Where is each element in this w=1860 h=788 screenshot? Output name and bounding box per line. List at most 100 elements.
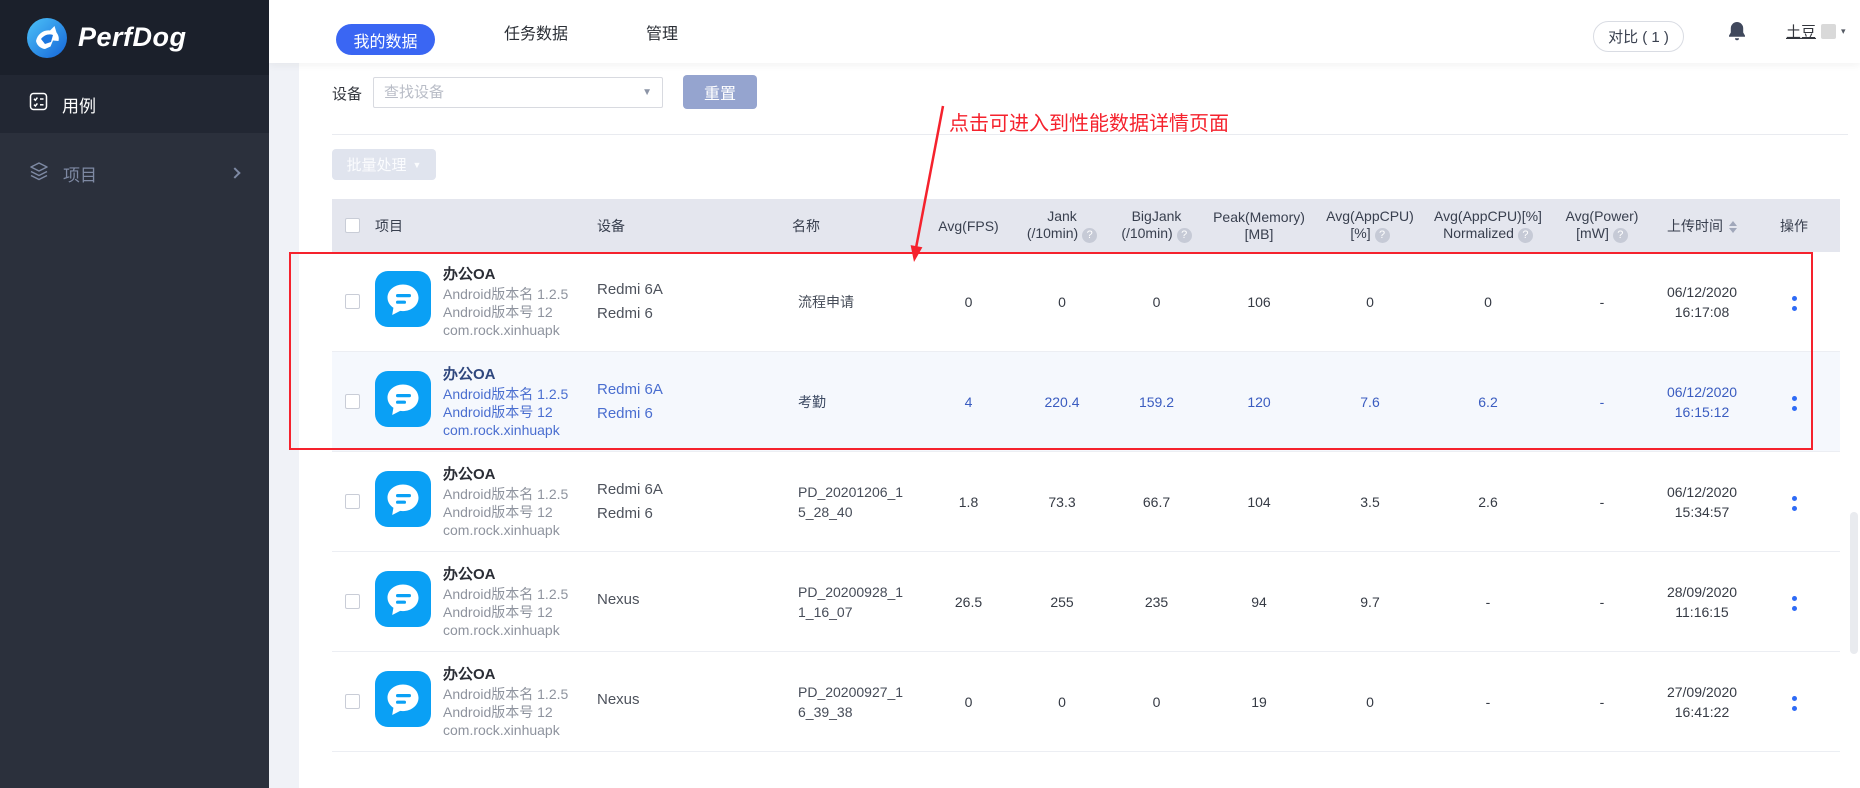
avg-appcpu-value: 3.5	[1360, 493, 1380, 510]
table-row[interactable]: 办公OA Android版本名 1.2.5 Android版本号 12 com.…	[332, 352, 1840, 452]
upload-clock: 16:15:12	[1674, 403, 1730, 420]
avg-fps-value: 0	[964, 293, 973, 310]
avg-appcpu-normalized-value: -	[1485, 593, 1491, 610]
device-select-input[interactable]	[384, 84, 643, 101]
row-checkbox[interactable]	[344, 694, 360, 709]
reset-button[interactable]: 重置	[683, 75, 757, 109]
device-model: Nexus	[597, 590, 640, 608]
case-name: PD_20200927_16_39_38	[798, 683, 904, 720]
help-icon[interactable]: ?	[1374, 228, 1390, 243]
bigjank-value: 66.7	[1142, 493, 1171, 510]
help-icon[interactable]: ?	[1082, 228, 1098, 243]
jank-value: 73.3	[1048, 493, 1076, 510]
project-version-name: Android版本名 1.2.5	[443, 385, 569, 402]
project-package: com.rock.xinhuapk	[443, 421, 560, 438]
table-row[interactable]: 办公OA Android版本名 1.2.5 Android版本号 12 com.…	[332, 452, 1840, 552]
device-model: Redmi 6A	[597, 480, 663, 498]
sidebar-item-projects[interactable]: 项目	[0, 148, 269, 198]
row-checkbox[interactable]	[344, 294, 360, 309]
avg-power-value: -	[1599, 293, 1605, 310]
sort-icon[interactable]	[1729, 220, 1737, 233]
table-header-row: 项目 设备 名称 Avg(FPS) Jank (/10min)? BigJank…	[332, 199, 1840, 252]
row-actions-button[interactable]	[1788, 592, 1801, 615]
row-actions-button[interactable]	[1788, 492, 1801, 515]
app-icon	[375, 371, 431, 432]
help-icon[interactable]: ?	[1612, 228, 1628, 243]
avg-appcpu-value: 0	[1366, 293, 1374, 310]
project-version-code: Android版本号 12	[443, 603, 553, 620]
row-checkbox[interactable]	[344, 494, 360, 509]
chevron-down-icon: ▼	[412, 159, 422, 170]
row-actions-button[interactable]	[1788, 692, 1801, 715]
project-version-name: Android版本名 1.2.5	[443, 585, 569, 602]
select-all-checkbox[interactable]	[344, 218, 360, 233]
avg-fps-value: 4	[964, 393, 973, 410]
table-row[interactable]: 办公OA Android版本名 1.2.5 Android版本号 12 com.…	[332, 652, 1840, 752]
user-name: 土豆	[1786, 24, 1817, 41]
chevron-right-icon	[229, 167, 241, 179]
avg-appcpu-value: 0	[1366, 693, 1374, 710]
avg-appcpu-normalized-value: 2.6	[1478, 493, 1498, 510]
device-select[interactable]: ▼	[373, 77, 663, 108]
avg-fps-value: 0	[964, 693, 973, 710]
row-actions-button[interactable]	[1788, 392, 1801, 415]
sidebar-item-label: 项目	[63, 165, 97, 185]
results-table: 项目 设备 名称 Avg(FPS) Jank (/10min)? BigJank…	[332, 199, 1840, 752]
device-name: Redmi 6	[597, 404, 653, 422]
help-icon[interactable]: ?	[1176, 228, 1192, 243]
peak-memory-value: 104	[1247, 493, 1271, 510]
case-name: PD_20201206_15_28_40	[798, 483, 904, 520]
upload-clock: 15:34:57	[1674, 503, 1730, 520]
tab-my-data[interactable]: 我的数据	[336, 24, 435, 55]
checklist-icon	[29, 92, 48, 116]
table-row[interactable]: 办公OA Android版本名 1.2.5 Android版本号 12 com.…	[332, 552, 1840, 652]
project-version-code: Android版本号 12	[443, 303, 553, 320]
row-actions-button[interactable]	[1788, 292, 1801, 315]
user-menu[interactable]: 土豆 ▾	[1786, 0, 1846, 63]
upload-date: 06/12/2020	[1666, 383, 1738, 400]
avg-power-value: -	[1599, 693, 1605, 710]
app-icon	[375, 571, 431, 632]
upload-date: 27/09/2020	[1666, 683, 1738, 700]
avg-appcpu-normalized-value: -	[1485, 693, 1491, 710]
project-package: com.rock.xinhuapk	[443, 721, 560, 738]
tab-task-data[interactable]: 任务数据	[504, 25, 569, 43]
batch-actions-label: 批量处理	[346, 157, 407, 174]
case-name: 考勤	[798, 393, 826, 410]
project-package: com.rock.xinhuapk	[443, 621, 560, 638]
avg-fps-value: 26.5	[954, 593, 983, 610]
help-icon[interactable]: ?	[1517, 228, 1533, 243]
avg-appcpu-normalized-value: 6.2	[1478, 393, 1498, 410]
device-model: Nexus	[597, 690, 640, 708]
avg-fps-value: 1.8	[958, 493, 979, 510]
table-row[interactable]: 办公OA Android版本名 1.2.5 Android版本号 12 com.…	[332, 252, 1840, 352]
upload-clock: 16:41:22	[1674, 703, 1730, 720]
column-header-name: 名称	[792, 217, 820, 234]
annotation-text: 点击可进入到性能数据详情页面	[949, 113, 1229, 135]
project-version-code: Android版本号 12	[443, 703, 553, 720]
row-checkbox[interactable]	[344, 594, 360, 609]
project-package: com.rock.xinhuapk	[443, 521, 560, 538]
jank-value: 0	[1058, 293, 1066, 310]
jank-value: 220.4	[1044, 393, 1080, 410]
scrollbar-thumb[interactable]	[1850, 512, 1858, 654]
sidebar-item-label: 用例	[62, 96, 96, 116]
app-logo-text: PerfDog	[78, 22, 187, 52]
notification-bell-icon[interactable]	[1727, 20, 1747, 48]
layers-icon	[29, 161, 49, 186]
compare-button[interactable]: 对比 ( 1 )	[1593, 21, 1684, 52]
top-navigation-bar: 我的数据 任务数据 管理 对比 ( 1 ) 土豆 ▾	[269, 0, 1860, 63]
perfdog-logo-icon	[27, 17, 67, 58]
sidebar-item-usecases[interactable]: 用例	[0, 75, 269, 133]
tab-manage[interactable]: 管理	[646, 25, 679, 43]
column-header-avg-fps: Avg(FPS)	[938, 217, 999, 234]
project-version-code: Android版本号 12	[443, 403, 553, 420]
column-header-avg-power: Avg(Power) [mW]?	[1565, 208, 1639, 243]
app-icon	[375, 671, 431, 732]
app-icon	[375, 271, 431, 332]
column-header-device: 设备	[597, 217, 625, 234]
project-title: 办公OA	[443, 465, 496, 483]
upload-date: 28/09/2020	[1666, 583, 1738, 600]
batch-actions-button[interactable]: 批量处理 ▼	[332, 149, 436, 180]
row-checkbox[interactable]	[344, 394, 360, 409]
